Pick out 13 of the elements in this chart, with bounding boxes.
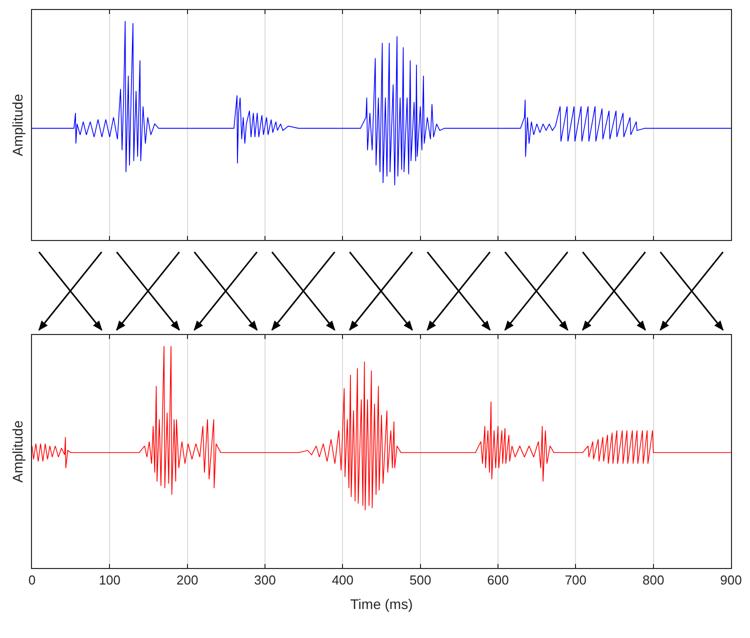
x-axis-title: Time (ms) (350, 596, 413, 612)
x-tick-label: 400 (332, 572, 354, 588)
x-tick-label: 900 (720, 572, 742, 588)
x-tick-label: 300 (254, 572, 276, 588)
x-tick-label: 0 (28, 572, 36, 588)
x-tick-label: 600 (487, 572, 509, 588)
x-tick-label: 800 (642, 572, 664, 588)
y-axis-title: Amplitude (10, 420, 26, 483)
y-axis-title: Amplitude (10, 94, 26, 156)
x-tick-label: 200 (176, 572, 198, 588)
x-tick-label: 700 (564, 572, 587, 588)
x-tick-label: 100 (98, 572, 121, 588)
x-tick-label: 500 (409, 572, 432, 588)
